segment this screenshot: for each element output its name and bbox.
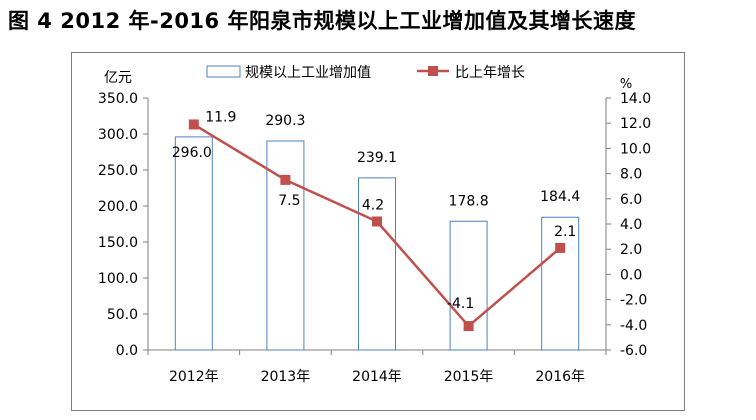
legend-line-marker bbox=[428, 66, 438, 76]
left-tick-label: 200.0 bbox=[98, 199, 138, 215]
right-tick-label: 4.0 bbox=[620, 217, 642, 233]
right-axis-unit: % bbox=[620, 77, 632, 92]
right-tick-label: 2.0 bbox=[620, 242, 642, 258]
left-tick-label: 100.0 bbox=[98, 271, 138, 287]
bar bbox=[541, 216, 580, 351]
left-tick-label: 50.0 bbox=[107, 307, 138, 323]
bar bbox=[358, 177, 396, 351]
growth-marker bbox=[188, 119, 199, 130]
bar-value-label: 178.8 bbox=[449, 193, 489, 209]
left-tick-label: 300.0 bbox=[98, 127, 138, 143]
right-tick-label: -6.0 bbox=[620, 343, 647, 359]
growth-marker bbox=[463, 321, 474, 332]
growth-value-label: 7.5 bbox=[278, 193, 300, 209]
bar-value-label: 184.4 bbox=[540, 189, 580, 205]
bar-value-label: 239.1 bbox=[357, 150, 397, 166]
left-axis-unit: 亿元 bbox=[104, 70, 132, 86]
growth-marker bbox=[555, 242, 566, 253]
growth-value-label: 2.1 bbox=[554, 224, 576, 240]
legend-bar-label: 规模以上工业增加值 bbox=[245, 65, 371, 81]
bar-value-label: 296.0 bbox=[172, 145, 212, 161]
growth-marker bbox=[280, 174, 291, 185]
chart-frame bbox=[71, 52, 685, 411]
bar-value-label: 290.3 bbox=[265, 113, 305, 129]
growth-value-label: 4.2 bbox=[362, 197, 384, 213]
right-tick-label: -4.0 bbox=[620, 318, 647, 334]
legend: 规模以上工业增加值 比上年增长 bbox=[206, 65, 525, 81]
growth-value-label: 11.9 bbox=[205, 109, 236, 125]
left-tick-label: 350.0 bbox=[98, 91, 138, 107]
x-tick-label: 2014年 bbox=[352, 369, 402, 385]
legend-line-label: 比上年增长 bbox=[455, 65, 525, 81]
right-tick-label: 6.0 bbox=[620, 192, 642, 208]
x-tick-label: 2015年 bbox=[444, 369, 494, 385]
chart-title: 图 4 2012 年-2016 年阳泉市规模以上工业增加值及其增长速度 bbox=[8, 9, 636, 33]
growth-marker bbox=[372, 216, 382, 227]
right-tick-label: -2.0 bbox=[620, 293, 647, 309]
right-tick-label: 8.0 bbox=[620, 167, 642, 183]
right-tick-label: 0.0 bbox=[620, 267, 642, 283]
bar bbox=[174, 136, 213, 351]
x-tick-label: 2012年 bbox=[169, 369, 219, 385]
growth-value-label: -4.1 bbox=[447, 296, 474, 312]
left-tick-label: 150.0 bbox=[98, 235, 138, 251]
right-tick-label: 14.0 bbox=[620, 91, 651, 107]
legend-bar-swatch bbox=[206, 65, 241, 78]
right-tick-label: 10.0 bbox=[620, 141, 651, 157]
right-tick-label: 12.0 bbox=[620, 116, 651, 132]
x-tick-label: 2016年 bbox=[535, 369, 585, 385]
left-tick-label: 0.0 bbox=[116, 343, 138, 359]
x-tick-label: 2013年 bbox=[261, 369, 311, 385]
left-tick-label: 250.0 bbox=[98, 163, 138, 179]
